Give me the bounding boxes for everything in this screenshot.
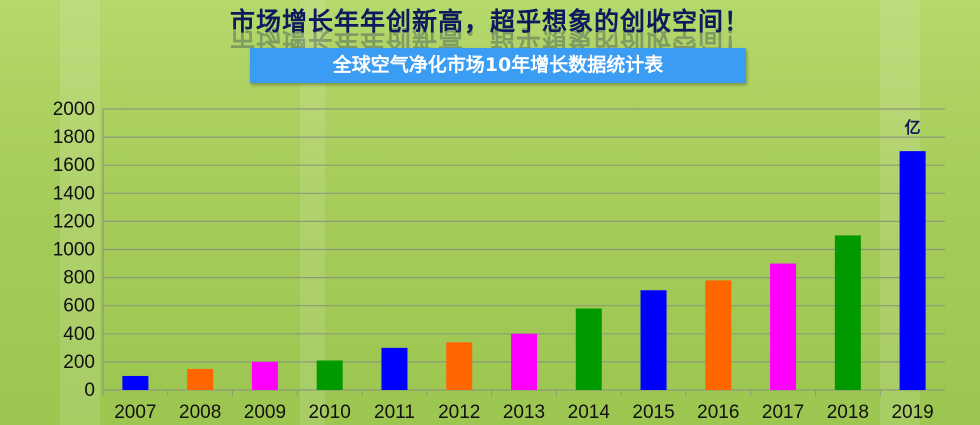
x-tick-label: 2016 (697, 402, 739, 423)
x-tick-label: 2007 (114, 402, 156, 423)
headline: 市场增长年年创新高，超乎想象的创收空间！ (229, 7, 750, 36)
bar-2014 (575, 308, 602, 390)
bar-2015 (640, 290, 667, 390)
y-tick-label: 2000 (53, 99, 95, 120)
bar-2009 (251, 361, 278, 390)
x-tick-label: 2009 (244, 402, 286, 423)
y-tick-label: 800 (63, 268, 95, 289)
y-tick-label: 1000 (53, 240, 95, 261)
x-tick-label: 2019 (891, 402, 933, 423)
bar-2017 (770, 263, 797, 390)
y-tick-label: 1400 (53, 183, 95, 204)
x-tick-label: 2010 (309, 402, 351, 423)
bar-2010 (316, 360, 343, 390)
y-tick-label: 400 (63, 324, 95, 345)
unit-label: 亿 (905, 118, 921, 137)
x-tick-label: 2008 (179, 402, 221, 423)
x-tick-label: 2017 (762, 402, 804, 423)
bar-2018 (834, 235, 861, 390)
y-tick-label: 1600 (53, 155, 95, 176)
y-tick-label: 0 (84, 380, 95, 401)
y-tick-label: 600 (63, 296, 95, 317)
bar-2013 (511, 333, 537, 390)
y-tick-label: 1800 (53, 127, 95, 148)
x-tick-label: 2013 (503, 402, 545, 423)
bar-2008 (187, 368, 214, 390)
background-stripe (60, 0, 100, 425)
bar-2011 (381, 347, 408, 390)
x-tick-label: 2012 (438, 402, 480, 423)
bar-2012 (446, 342, 473, 390)
bar-2016 (705, 280, 732, 390)
x-tick-label: 2018 (827, 402, 869, 423)
x-tick-label: 2014 (568, 402, 611, 423)
y-tick-label: 200 (63, 352, 95, 373)
x-tick-label: 2015 (632, 402, 674, 423)
bar-2007 (122, 375, 149, 390)
bar-2019 (899, 151, 926, 390)
chart-title: 全球空气净化市场10年增长数据统计表 (250, 48, 746, 83)
x-tick-label: 2011 (374, 402, 415, 423)
y-tick-label: 1200 (53, 211, 95, 232)
